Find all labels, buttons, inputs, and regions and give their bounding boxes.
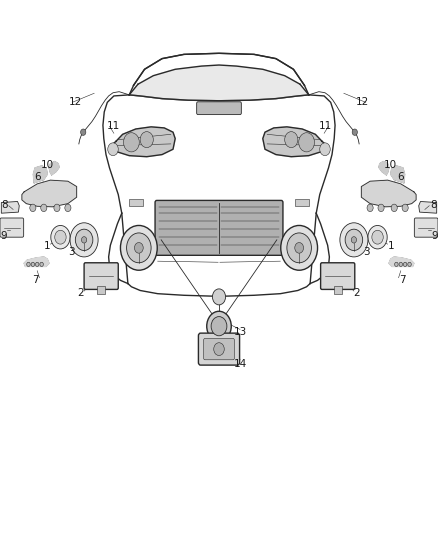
Circle shape	[212, 289, 226, 305]
FancyBboxPatch shape	[129, 199, 143, 206]
Polygon shape	[113, 127, 175, 157]
Circle shape	[281, 225, 318, 270]
Text: 14: 14	[233, 359, 247, 368]
Text: 8: 8	[1, 200, 8, 210]
Circle shape	[299, 133, 314, 152]
Text: 6: 6	[397, 172, 404, 182]
Circle shape	[320, 143, 330, 156]
Polygon shape	[361, 180, 416, 207]
Circle shape	[27, 262, 30, 266]
Circle shape	[75, 229, 93, 251]
Text: 3: 3	[363, 247, 370, 256]
FancyBboxPatch shape	[321, 263, 355, 289]
Polygon shape	[22, 180, 77, 207]
Polygon shape	[24, 257, 49, 266]
Circle shape	[120, 225, 157, 270]
Circle shape	[70, 223, 98, 257]
Circle shape	[351, 237, 357, 243]
Circle shape	[31, 262, 35, 266]
Circle shape	[124, 133, 139, 152]
Polygon shape	[419, 201, 437, 213]
Text: 12: 12	[356, 98, 369, 107]
Circle shape	[127, 233, 151, 263]
Text: 2: 2	[353, 288, 360, 298]
Text: 6: 6	[34, 172, 41, 182]
Text: 1: 1	[387, 241, 394, 251]
Circle shape	[372, 230, 383, 244]
Polygon shape	[389, 257, 414, 266]
Circle shape	[367, 204, 373, 212]
Polygon shape	[1, 201, 19, 213]
Circle shape	[340, 223, 368, 257]
Circle shape	[30, 204, 36, 212]
Circle shape	[54, 204, 60, 212]
Circle shape	[287, 233, 311, 263]
Circle shape	[391, 204, 397, 212]
Circle shape	[403, 262, 407, 266]
Text: 7: 7	[399, 275, 406, 285]
Circle shape	[399, 262, 403, 266]
Polygon shape	[33, 166, 47, 183]
Circle shape	[214, 343, 224, 356]
Text: 9: 9	[0, 231, 7, 240]
Circle shape	[408, 262, 411, 266]
Circle shape	[207, 311, 231, 341]
Text: 11: 11	[318, 122, 332, 131]
Circle shape	[40, 262, 43, 266]
Polygon shape	[263, 127, 325, 157]
Circle shape	[378, 204, 384, 212]
Circle shape	[35, 262, 39, 266]
Text: 1: 1	[44, 241, 51, 251]
Circle shape	[55, 230, 66, 244]
Circle shape	[41, 204, 47, 212]
FancyBboxPatch shape	[204, 338, 234, 360]
FancyBboxPatch shape	[414, 218, 438, 237]
Circle shape	[285, 132, 298, 148]
Circle shape	[81, 237, 87, 243]
Circle shape	[81, 129, 86, 135]
Polygon shape	[49, 161, 59, 175]
Circle shape	[345, 229, 363, 251]
Circle shape	[51, 225, 70, 249]
Text: 12: 12	[69, 98, 82, 107]
Polygon shape	[129, 65, 309, 101]
Circle shape	[395, 262, 398, 266]
Polygon shape	[391, 166, 405, 183]
Circle shape	[211, 317, 227, 336]
FancyBboxPatch shape	[97, 286, 105, 294]
Text: 7: 7	[32, 275, 39, 285]
Text: 9: 9	[431, 231, 438, 240]
FancyBboxPatch shape	[295, 199, 309, 206]
Circle shape	[295, 243, 304, 253]
Circle shape	[108, 143, 118, 156]
FancyBboxPatch shape	[84, 263, 118, 289]
FancyBboxPatch shape	[197, 102, 241, 115]
Text: 13: 13	[233, 327, 247, 336]
Text: 2: 2	[78, 288, 85, 298]
FancyBboxPatch shape	[155, 200, 283, 255]
Polygon shape	[379, 161, 389, 175]
Circle shape	[65, 204, 71, 212]
Text: 3: 3	[68, 247, 75, 256]
Circle shape	[140, 132, 153, 148]
Circle shape	[352, 129, 357, 135]
Text: 10: 10	[384, 160, 397, 170]
Circle shape	[402, 204, 408, 212]
FancyBboxPatch shape	[0, 218, 24, 237]
Text: 8: 8	[430, 200, 437, 210]
Text: 11: 11	[106, 122, 120, 131]
Circle shape	[368, 225, 387, 249]
Circle shape	[134, 243, 143, 253]
Text: 10: 10	[41, 160, 54, 170]
FancyBboxPatch shape	[198, 333, 240, 365]
FancyBboxPatch shape	[334, 286, 342, 294]
